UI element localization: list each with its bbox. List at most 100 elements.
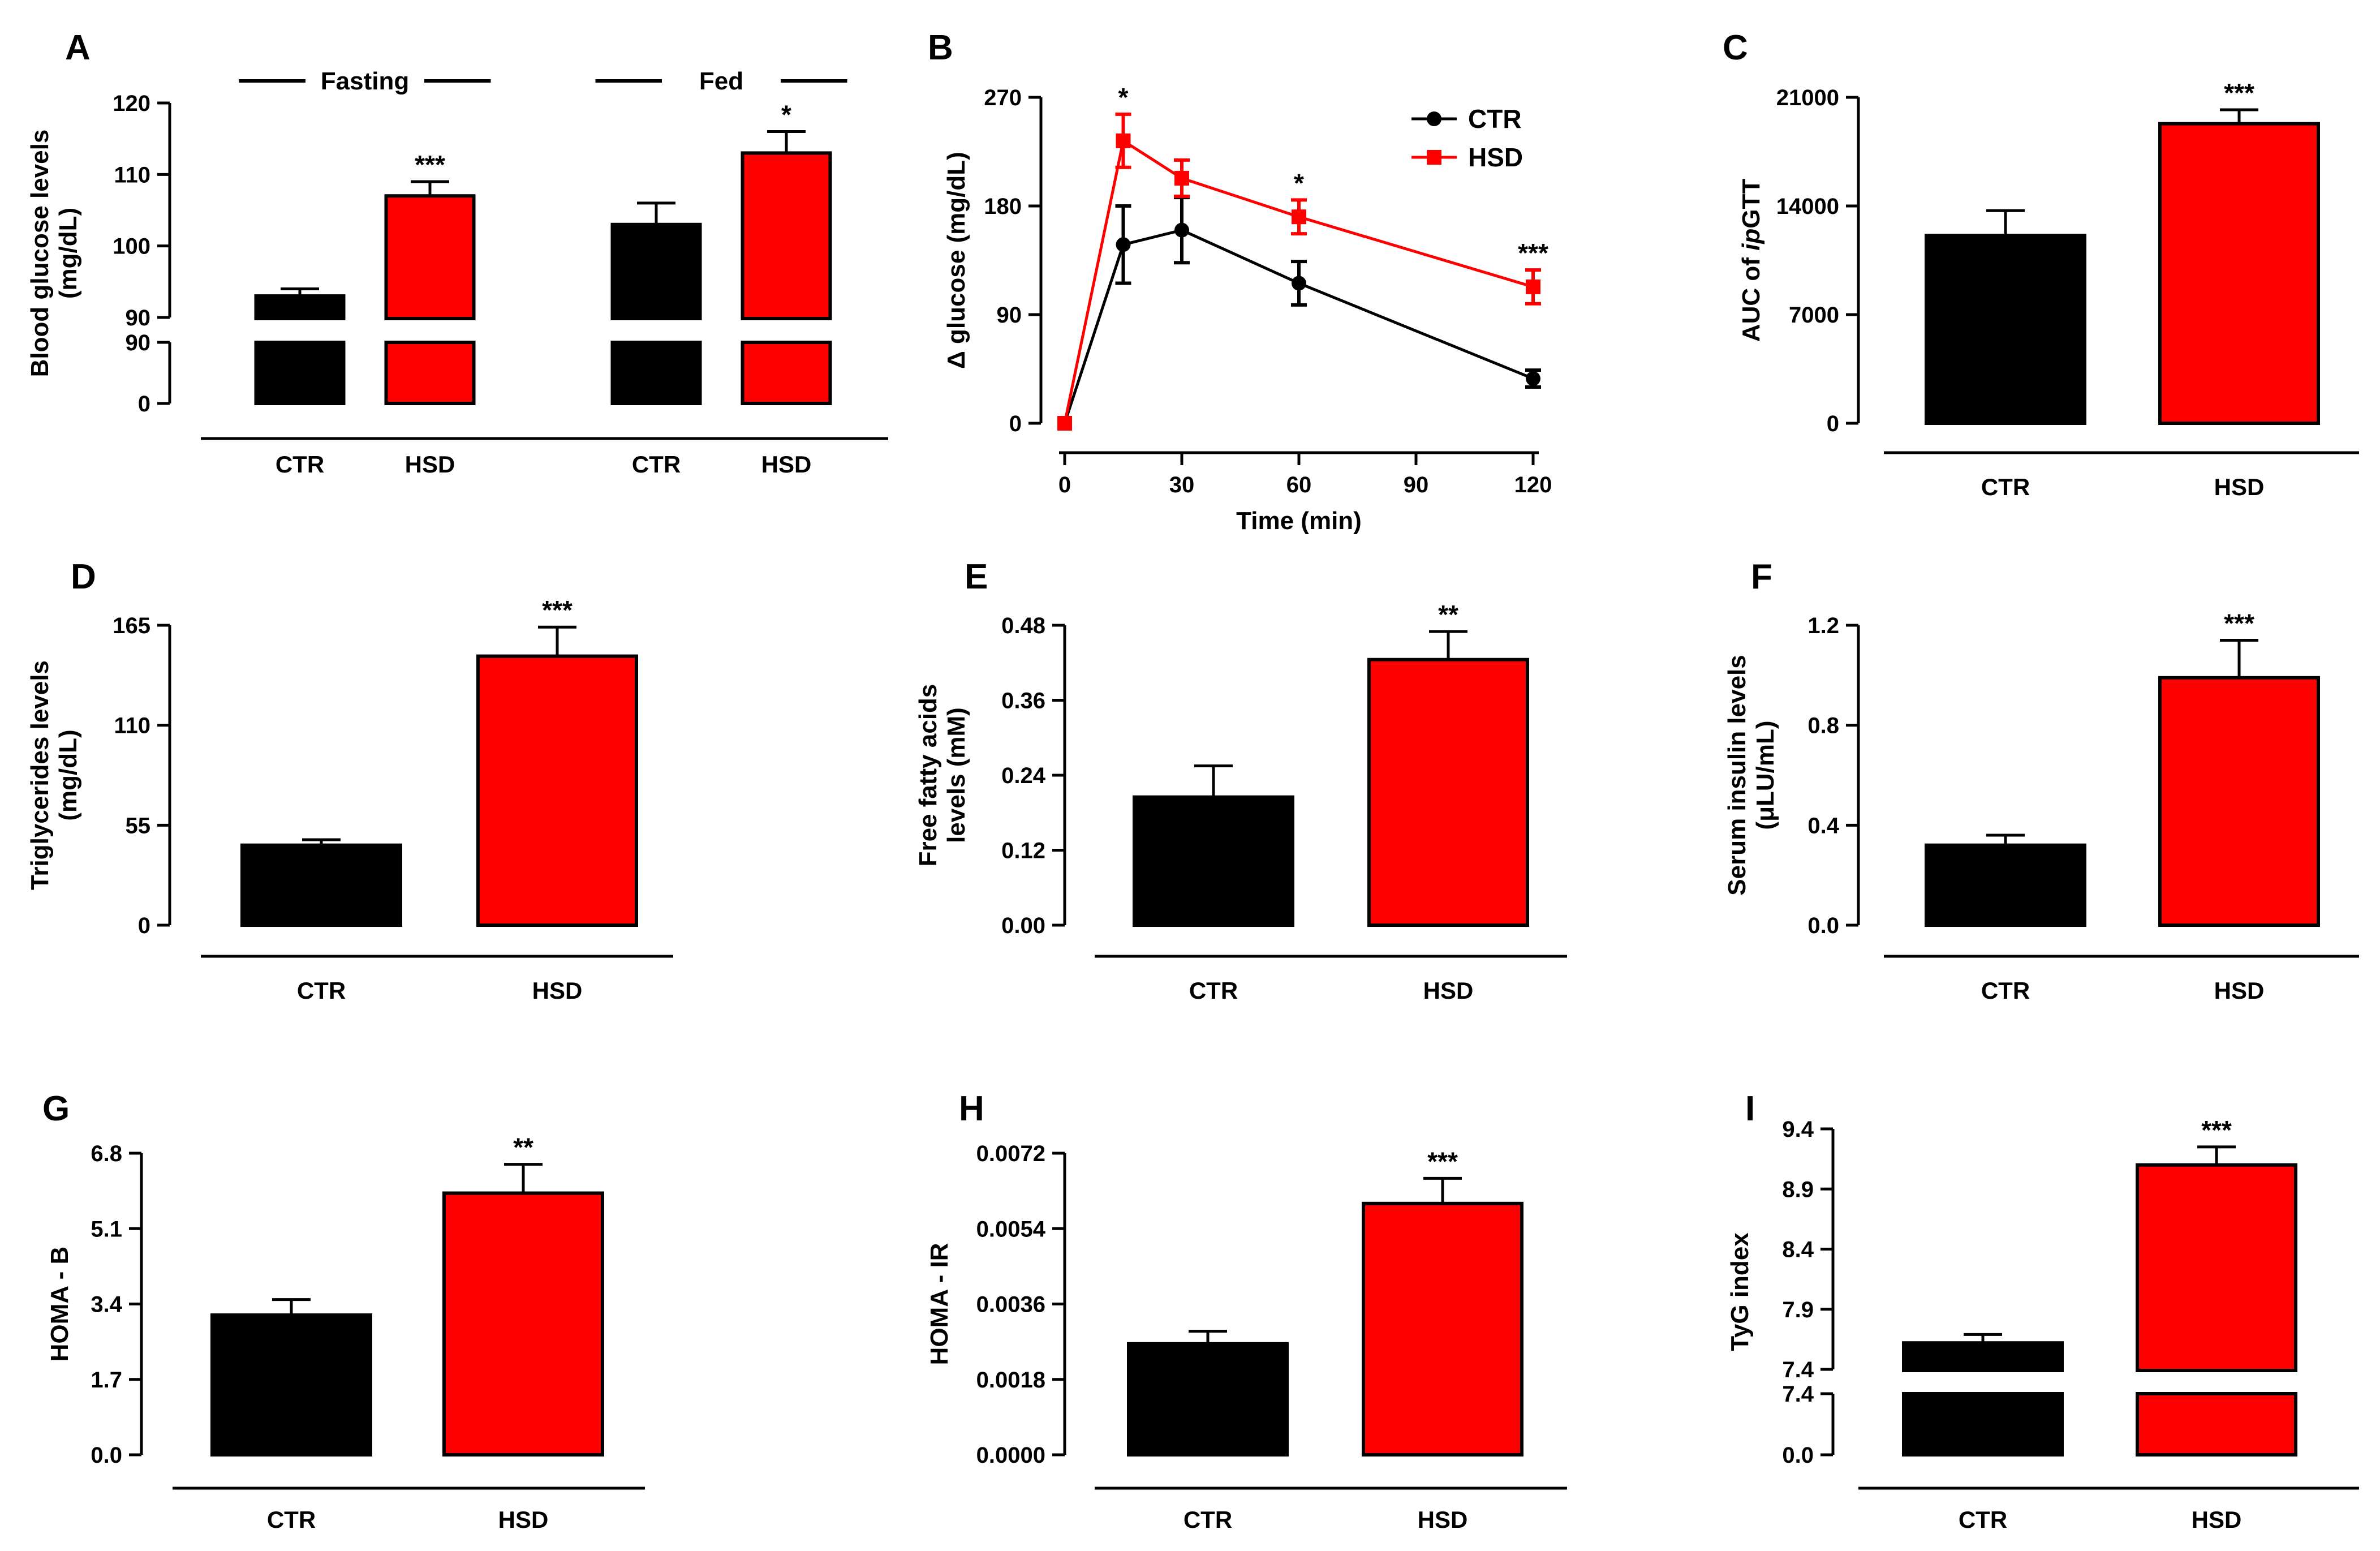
bar-hsd: [2158, 122, 2320, 425]
x-tick-label: 60: [1286, 472, 1312, 497]
x-category-label: HSD: [761, 451, 812, 478]
legend-marker-ctr: [1427, 111, 1441, 126]
x-category-label: HSD: [1418, 1506, 1468, 1533]
y-tick-label: 3.4: [91, 1292, 122, 1317]
panel-letter: A: [65, 28, 91, 67]
significance-label: ***: [542, 595, 573, 625]
panel-letter: D: [71, 557, 96, 596]
panel-b: 0 90 180 270 0 30 60 90 120 Time (min) Δ glucose (…: [942, 83, 1552, 535]
x-category-label: CTR: [1189, 977, 1238, 1004]
significance-label: ***: [2224, 609, 2254, 638]
panel-i: 0.0 7.47.4 7.9 8.4 8.9 9.4 TyG index CTR HSD ***: [1726, 1115, 2359, 1533]
y-axis-label: TyG index: [1726, 1232, 1754, 1351]
legend-label: HSD: [1468, 143, 1523, 172]
significance-label: ***: [1427, 1146, 1458, 1176]
y-tick-label: 0: [1827, 411, 1839, 436]
bar-ctr: [1925, 843, 2086, 927]
bar-hsd: [2158, 676, 2320, 927]
series-hsd-point: [1116, 133, 1131, 148]
bar-ctr: [1127, 1342, 1289, 1457]
y-axis-label-part: AUC of: [1737, 251, 1765, 342]
y-tick-label: 165: [113, 613, 150, 638]
x-category-label: CTR: [1981, 977, 2030, 1004]
bar-ctr-upper: [1902, 1341, 2064, 1372]
x-tick-label: 120: [1514, 472, 1552, 497]
y-tick-label: 0.0: [1807, 913, 1839, 938]
y-axis-label: (mg/dL): [54, 208, 82, 299]
bar-ctr: [240, 843, 402, 927]
y-tick-label: 7.4: [1782, 1382, 1814, 1407]
bar-hsd: [442, 1191, 604, 1457]
y-tick-label: 7.4: [1782, 1357, 1814, 1382]
y-tick-label: 0: [1009, 411, 1022, 436]
series-hsd-point: [1292, 209, 1306, 225]
bar-hsd-upper: [741, 151, 832, 320]
panel-letter: G: [42, 1089, 70, 1128]
y-axis-label: AUC of ipGTT: [1737, 179, 1765, 342]
significance-label: **: [1438, 600, 1458, 629]
bar-ctr: [210, 1313, 372, 1457]
x-category-label: HSD: [1423, 977, 1474, 1004]
bar-ctr-lower: [610, 341, 702, 405]
y-axis-label: Free fatty acids: [914, 684, 942, 867]
x-category-label: CTR: [632, 451, 681, 478]
bar-hsd-upper: [384, 194, 476, 320]
panel-h: 0.0000 0.0018 0.0036 0.0054 0.0072 CTR HSD *** H…: [926, 1141, 1567, 1533]
y-tick-label: 0.8: [1807, 714, 1839, 738]
series-hsd-point: [1174, 170, 1189, 186]
y-axis-label: Triglycerides levels: [26, 660, 54, 890]
y-tick-label: 0.0000: [976, 1443, 1045, 1468]
y-axis-label: (μLU/mL): [1751, 720, 1779, 830]
legend-label: CTR: [1468, 104, 1522, 134]
y-tick-label: 21000: [1776, 85, 1839, 110]
x-category-label: CTR: [1183, 1506, 1232, 1533]
panel-letter: F: [1751, 557, 1772, 596]
significance-label: **: [513, 1133, 533, 1162]
panel-f: 0.0 0.4 0.8 1.2 CTR HSD *** Serum insulin level…: [1723, 609, 2359, 1004]
x-tick-label: 90: [1404, 472, 1429, 497]
y-axis-label: HOMA - B: [46, 1247, 74, 1362]
series-ctr-point: [1292, 276, 1306, 291]
bar-hsd-lower: [2136, 1392, 2297, 1457]
bar-ctr-upper: [254, 294, 346, 320]
significance-label: ***: [2201, 1115, 2232, 1145]
bar-ctr-lower: [1902, 1392, 2064, 1457]
y-tick-label: 8.4: [1782, 1238, 1814, 1262]
bar-ctr-upper: [610, 222, 702, 320]
significance-label: *: [1294, 168, 1304, 197]
x-axis-label: Time (min): [1236, 507, 1362, 535]
y-axis-label-part: GTT: [1737, 179, 1765, 229]
y-tick-label: 0.24: [1001, 763, 1046, 788]
bar-ctr: [1925, 234, 2086, 425]
series-hsd-point: [1526, 279, 1540, 294]
series-hsd-point: [1057, 416, 1072, 431]
panel-letter: E: [965, 557, 988, 596]
bar-ctr: [1133, 795, 1294, 927]
significance-label: ***: [2224, 78, 2254, 108]
y-tick-label: 1.2: [1807, 613, 1839, 638]
significance-label: *: [781, 100, 791, 130]
y-axis-label: levels (mM): [942, 707, 970, 843]
bar-hsd: [1367, 658, 1529, 927]
group-label: Fasting: [321, 67, 409, 95]
y-tick-label: 0.0018: [976, 1368, 1045, 1393]
y-tick-label: 90: [126, 330, 151, 355]
y-tick-label: 7.9: [1782, 1297, 1814, 1322]
x-category-label: CTR: [297, 977, 346, 1004]
y-tick-label: 0.00: [1001, 913, 1045, 938]
x-category-label: HSD: [2192, 1506, 2242, 1533]
y-tick-label: 5.1: [91, 1217, 122, 1241]
y-tick-label: 1.7: [91, 1368, 122, 1393]
panel-letter: I: [1745, 1089, 1755, 1128]
series-ctr-point: [1116, 237, 1131, 252]
y-tick-label: 90: [126, 306, 151, 330]
x-category-label: HSD: [2214, 977, 2265, 1004]
panel-e: 0.00 0.12 0.24 0.36 0.48 CTR HSD ** Free fatty a…: [914, 600, 1567, 1004]
panel-c: 0 7000 14000 21000 CTR HSD *** AUC of ipGTT: [1737, 78, 2359, 500]
bar-hsd-upper: [2136, 1163, 2297, 1372]
y-tick-label: 100: [113, 234, 150, 259]
x-category-label: CTR: [1981, 474, 2030, 500]
y-tick-label: 0.0054: [976, 1217, 1046, 1241]
